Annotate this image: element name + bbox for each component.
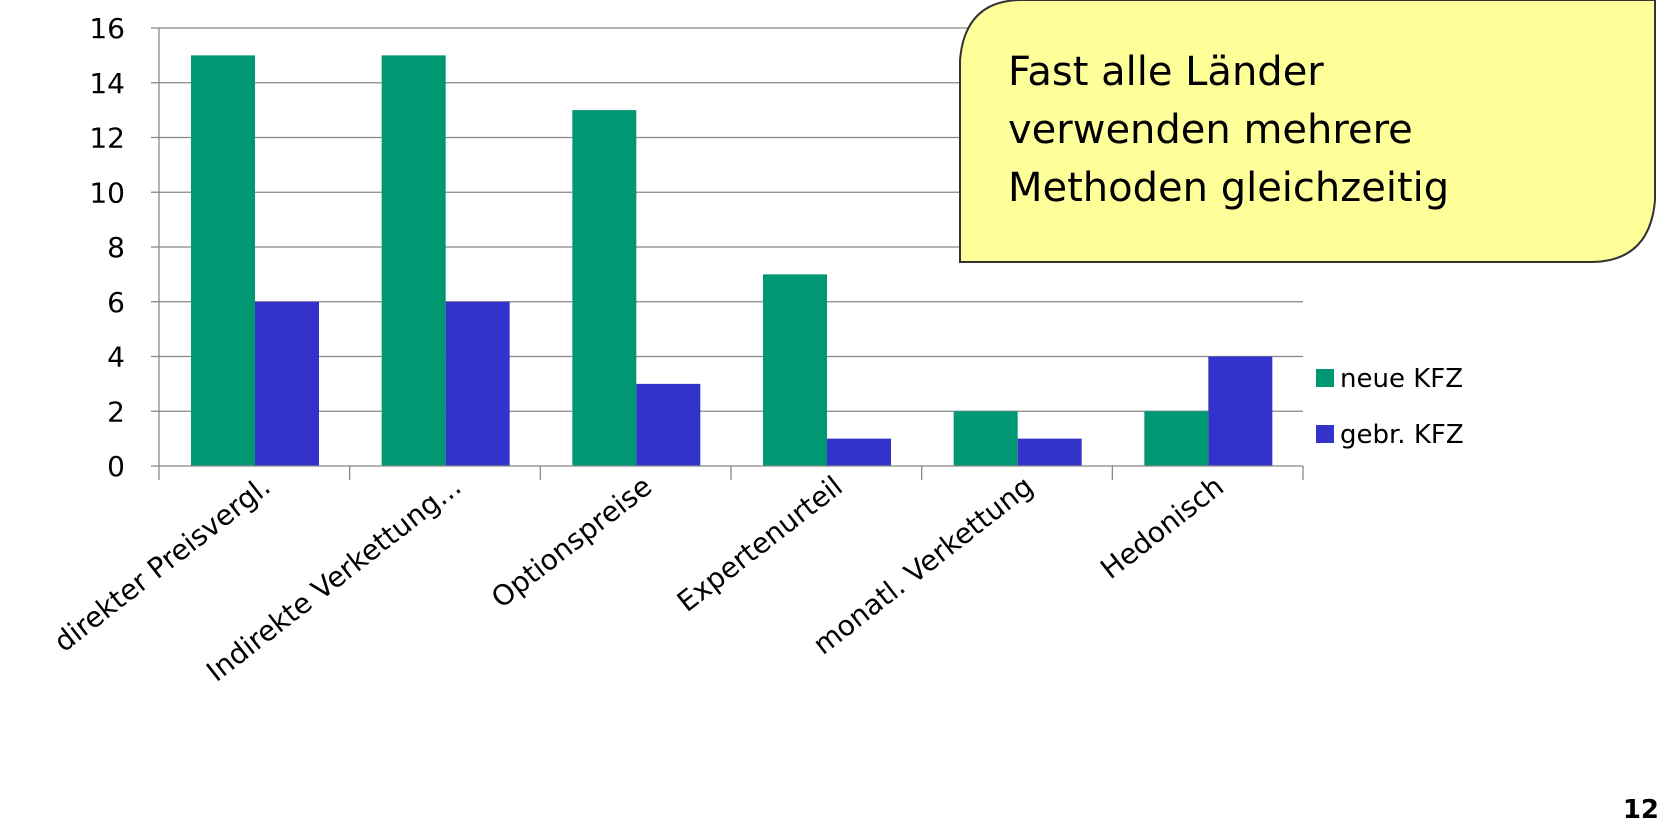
callout-note: Fast alle Länder verwenden mehrere Metho…	[959, 0, 1656, 263]
bars	[191, 55, 1273, 466]
page-number: 12	[1623, 795, 1659, 822]
x-category-label: Expertenurteil	[671, 470, 849, 619]
bar-gebr-kfz	[445, 301, 510, 466]
y-axis-ticks: 0 2 4 6 8 10 12 14 16	[89, 12, 159, 483]
bar-gebr-kfz	[1208, 356, 1273, 466]
bar-gebr-kfz	[1017, 438, 1082, 466]
y-tick-label: 16	[89, 12, 125, 45]
y-tick-label: 4	[107, 341, 125, 374]
legend-swatch	[1316, 425, 1334, 443]
y-tick-label: 12	[89, 122, 125, 155]
y-tick-label: 14	[89, 67, 125, 100]
legend-label: gebr. KFZ	[1340, 420, 1464, 450]
bar-neue-kfz	[572, 110, 637, 466]
callout-line-2: verwenden mehrere	[1008, 107, 1413, 153]
bar-gebr-kfz	[255, 301, 319, 466]
callout-shape	[959, 0, 1656, 263]
legend: neue KFZ gebr. KFZ	[1316, 364, 1464, 450]
x-category-label: Hedonisch	[1094, 470, 1230, 586]
bar-neue-kfz	[763, 274, 827, 466]
bar-neue-kfz	[1144, 411, 1209, 466]
y-tick-label: 10	[89, 176, 125, 209]
y-tick-label: 6	[107, 286, 125, 319]
x-category-label: Optionspreise	[485, 470, 658, 615]
bar-neue-kfz	[191, 55, 255, 466]
bar-neue-kfz	[381, 55, 446, 466]
bar-gebr-kfz	[827, 438, 891, 466]
y-tick-label: 2	[107, 395, 125, 428]
bar-gebr-kfz	[636, 383, 701, 466]
legend-swatch	[1316, 369, 1334, 387]
callout-line-3: Methoden gleichzeitig	[1008, 165, 1449, 211]
x-axis-categories: direkter Preisvergl.Indirekte Verkettung…	[48, 470, 1230, 689]
bar-neue-kfz	[953, 411, 1018, 466]
gridlines	[159, 27, 1303, 412]
y-tick-label: 8	[107, 231, 125, 264]
y-tick-label: 0	[107, 450, 125, 483]
callout-line-1: Fast alle Länder	[1008, 49, 1324, 95]
legend-label: neue KFZ	[1340, 364, 1463, 394]
